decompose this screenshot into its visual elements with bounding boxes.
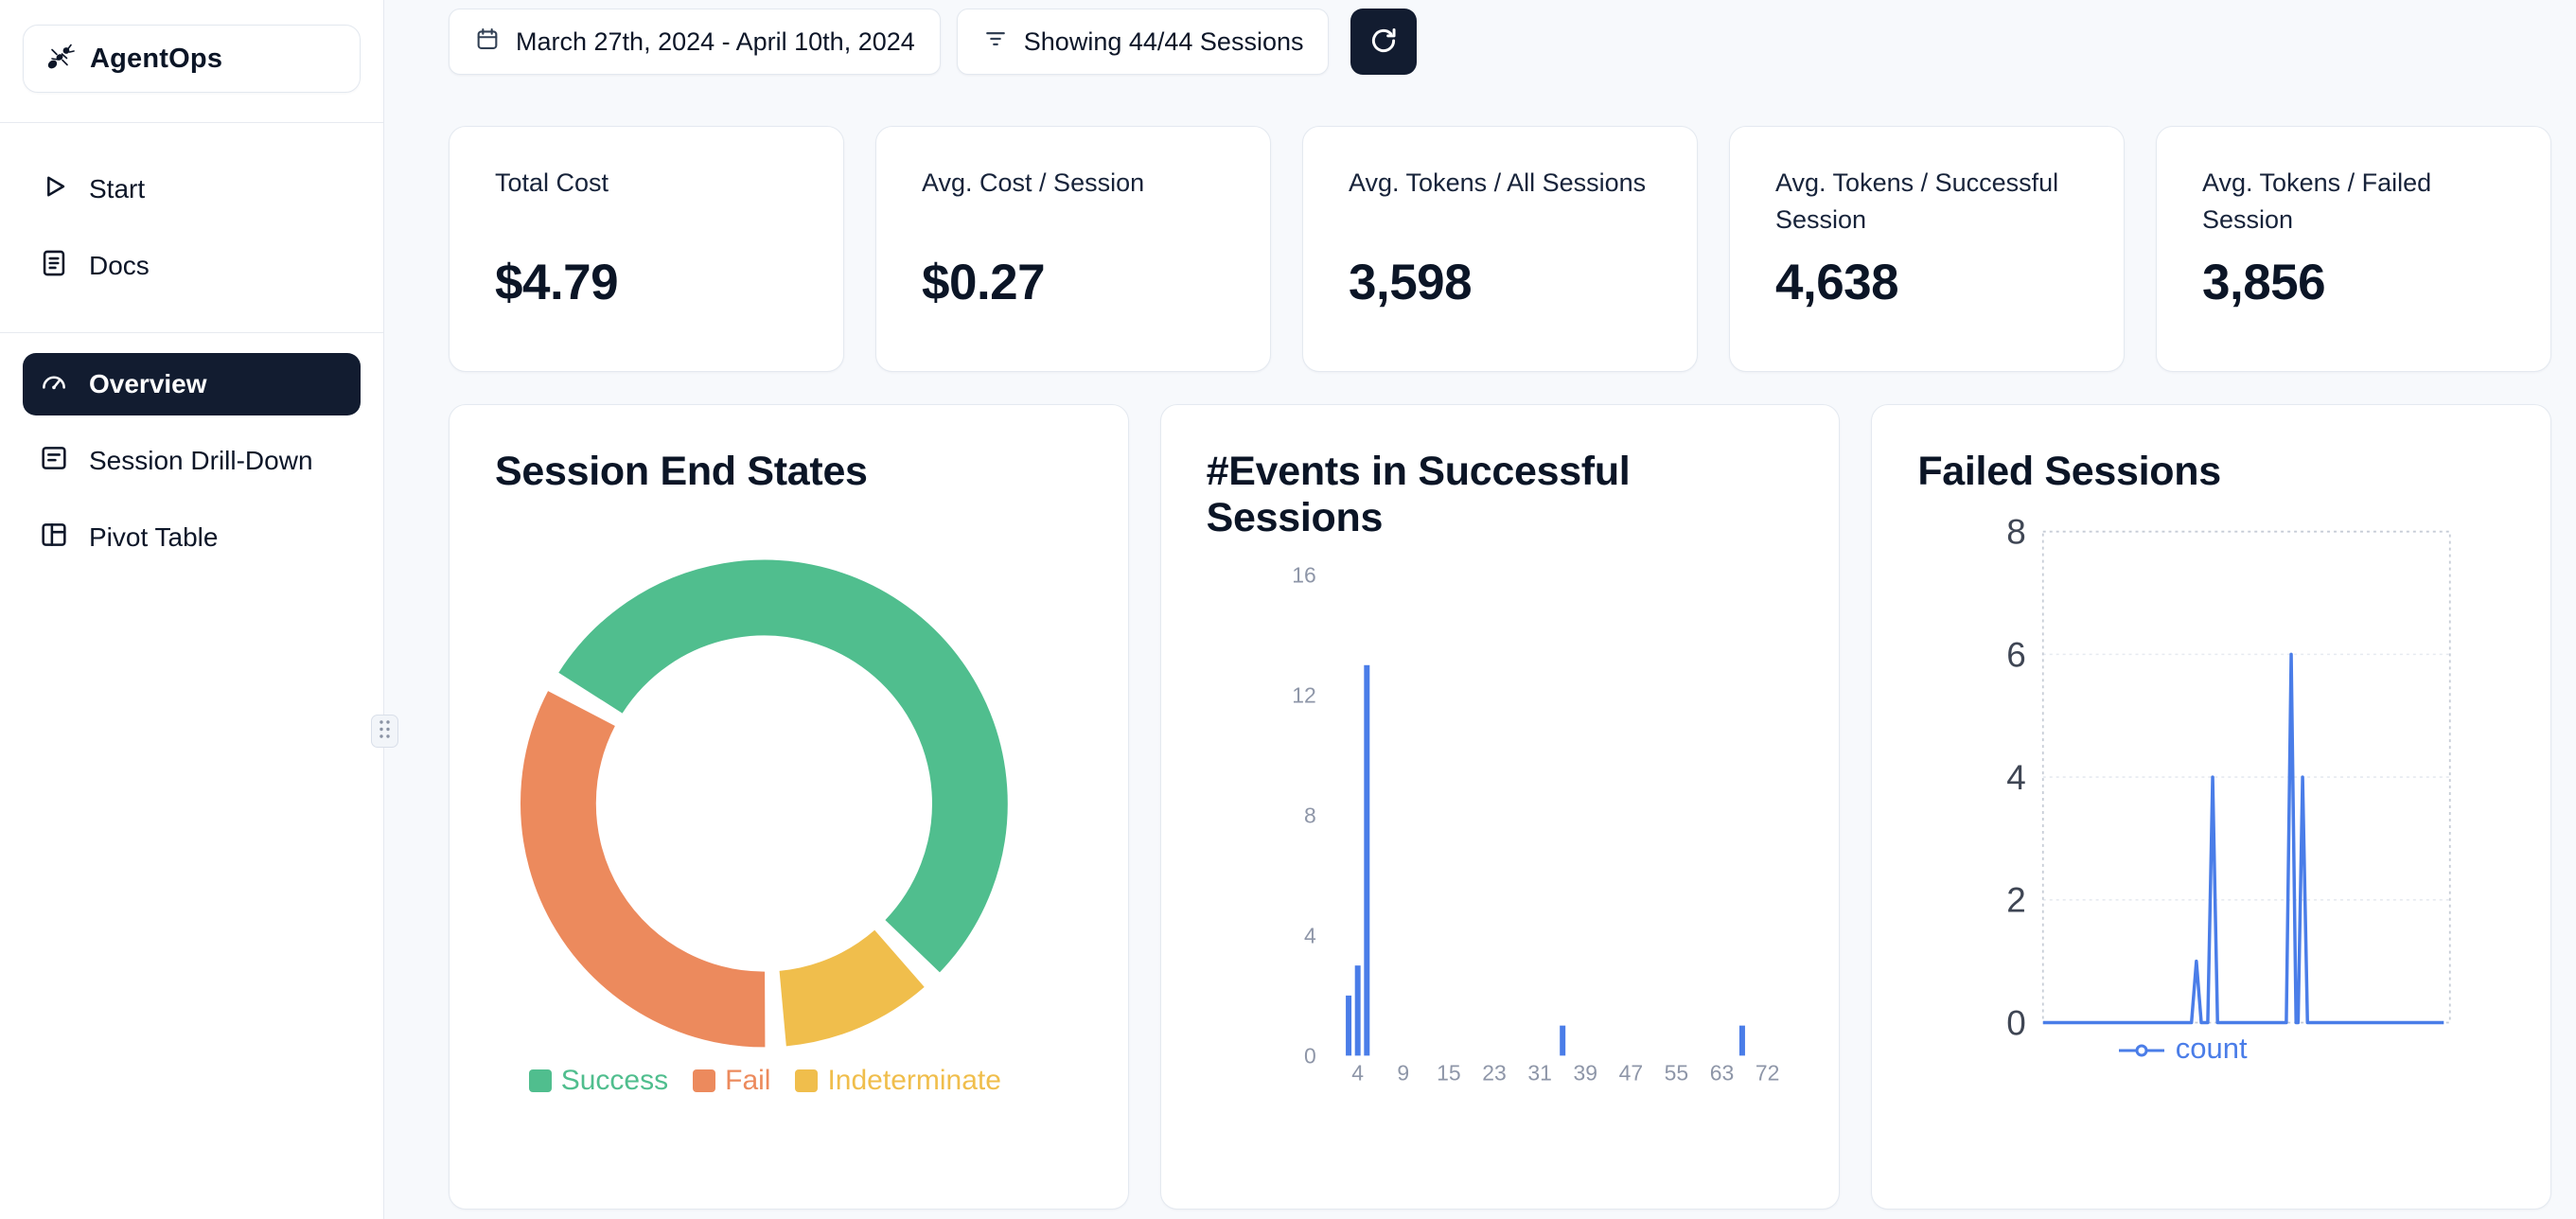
chart-title: Failed Sessions — [1917, 449, 2221, 494]
session-end-states-donut-chart[interactable] — [450, 405, 1128, 1209]
sidebar: AgentOps Start Docs Overview — [0, 0, 384, 1219]
svg-text:0: 0 — [2007, 1003, 2027, 1042]
svg-text:4: 4 — [1351, 1060, 1364, 1085]
stat-label: Avg. Tokens / Failed Session — [2202, 168, 2432, 235]
stat-card-avg-tokens-all: Avg. Tokens / All Sessions 3,598 — [1302, 126, 1698, 372]
svg-text:12: 12 — [1292, 683, 1316, 708]
refresh-icon — [1367, 25, 1400, 60]
svg-text:55: 55 — [1664, 1060, 1688, 1085]
svg-text:16: 16 — [1292, 563, 1316, 588]
stat-label: Avg. Tokens / All Sessions — [1349, 168, 1647, 197]
sidebar-resize-handle[interactable] — [371, 715, 398, 748]
svg-text:23: 23 — [1482, 1060, 1507, 1085]
stat-card-total-cost: Total Cost $4.79 — [449, 126, 844, 372]
svg-text:8: 8 — [2007, 513, 2027, 552]
date-range-label: March 27th, 2024 - April 10th, 2024 — [516, 26, 915, 56]
legend-item-indeterminate[interactable]: Indeterminate — [795, 1065, 1001, 1097]
stat-value: $0.27 — [922, 255, 1046, 310]
chart-title: #Events in Successful Sessions — [1206, 449, 1631, 541]
svg-text:31: 31 — [1527, 1060, 1552, 1085]
legend-swatch-indeterminate — [795, 1069, 819, 1092]
sidebar-divider-mid — [0, 332, 383, 333]
stat-label: Avg. Cost / Session — [922, 168, 1145, 197]
svg-text:72: 72 — [1756, 1060, 1780, 1085]
line-legend-label: count — [2175, 1032, 2248, 1065]
charts-row: Session End States Success Fail Indeterm… — [449, 404, 2551, 1210]
sidebar-divider-top — [0, 122, 383, 123]
legend-item-success[interactable]: Success — [528, 1065, 669, 1097]
stat-label: Avg. Tokens / Successful Session — [1775, 168, 2059, 235]
stat-value: 3,598 — [1349, 255, 1473, 310]
svg-text:6: 6 — [2007, 635, 2027, 674]
legend-label: Indeterminate — [827, 1065, 1001, 1096]
sidebar-item-docs[interactable]: Docs — [23, 235, 361, 297]
failed-sessions-line-chart[interactable]: 0 2 4 6 8 — [1872, 405, 2550, 1209]
sidebar-item-label: Start — [89, 174, 146, 203]
sidebar-item-label: Session Drill-Down — [89, 446, 313, 475]
play-icon — [38, 170, 70, 209]
sessions-filter-button[interactable]: Showing 44/44 Sessions — [956, 9, 1330, 75]
svg-text:47: 47 — [1618, 1060, 1643, 1085]
svg-text:0: 0 — [1304, 1043, 1316, 1068]
chart-title: Session End States — [495, 449, 868, 494]
gauge-icon — [38, 365, 70, 404]
chart-card-session-end-states: Session End States Success Fail Indeterm… — [449, 404, 1129, 1210]
table-columns-icon — [38, 519, 70, 557]
events-bar-chart[interactable]: 0 4 8 12 16 4 9 15 23 31 39 47 55 63 72 — [1161, 405, 1840, 1209]
sidebar-nav: Start Docs Overview Session Drill-Down — [0, 158, 383, 569]
stat-value: 3,856 — [2202, 255, 2326, 310]
list-panel-icon — [38, 442, 70, 481]
ant-logo-icon — [43, 40, 77, 79]
sidebar-item-label: Overview — [89, 369, 207, 398]
svg-text:39: 39 — [1573, 1060, 1597, 1085]
grip-dots-icon — [377, 718, 393, 745]
donut-legend: Success Fail Indeterminate — [450, 1065, 1104, 1097]
refresh-button[interactable] — [1350, 9, 1418, 75]
svg-text:8: 8 — [1304, 803, 1316, 827]
chart-card-failed-sessions: 0 2 4 6 8 Failed Sessions count — [1871, 404, 2551, 1210]
sidebar-item-label: Pivot Table — [89, 522, 219, 552]
stat-value: $4.79 — [495, 255, 619, 310]
brand-name: AgentOps — [90, 43, 223, 74]
chart-card-events-successful-sessions: 0 4 8 12 16 4 9 15 23 31 39 47 55 63 72 #Events in Suc… — [1159, 404, 1841, 1210]
svg-text:63: 63 — [1709, 1060, 1734, 1085]
toolbar: March 27th, 2024 - April 10th, 2024 Show… — [449, 9, 2551, 75]
brand-logo[interactable]: AgentOps — [23, 25, 361, 93]
svg-text:4: 4 — [1304, 923, 1316, 947]
sidebar-item-session-drill-down[interactable]: Session Drill-Down — [23, 430, 361, 492]
sessions-filter-label: Showing 44/44 Sessions — [1023, 26, 1304, 56]
line-chart-legend[interactable]: count — [1872, 1032, 2522, 1066]
main-content: March 27th, 2024 - April 10th, 2024 Show… — [384, 0, 2576, 1219]
legend-item-fail[interactable]: Fail — [693, 1065, 770, 1097]
legend-label: Fail — [725, 1065, 771, 1096]
svg-text:2: 2 — [2007, 881, 2027, 920]
svg-text:15: 15 — [1437, 1060, 1461, 1085]
sidebar-item-overview[interactable]: Overview — [23, 353, 361, 415]
sidebar-item-label: Docs — [89, 251, 150, 280]
date-range-button[interactable]: March 27th, 2024 - April 10th, 2024 — [449, 9, 941, 75]
legend-label: Success — [560, 1065, 669, 1096]
svg-text:9: 9 — [1397, 1060, 1409, 1085]
stats-row: Total Cost $4.79 Avg. Cost / Session $0.… — [449, 126, 2551, 372]
line-marker-icon — [2118, 1032, 2164, 1066]
stat-card-avg-tokens-successful: Avg. Tokens / Successful Session 4,638 — [1729, 126, 2125, 372]
stat-card-avg-tokens-failed: Avg. Tokens / Failed Session 3,856 — [2156, 126, 2551, 372]
legend-swatch-fail — [693, 1069, 716, 1092]
sidebar-item-pivot-table[interactable]: Pivot Table — [23, 506, 361, 569]
calendar-icon — [474, 26, 501, 59]
legend-swatch-success — [528, 1069, 552, 1092]
document-icon — [38, 247, 70, 286]
stat-value: 4,638 — [1775, 255, 1899, 310]
filter-icon — [982, 26, 1009, 59]
stat-card-avg-cost-session: Avg. Cost / Session $0.27 — [875, 126, 1271, 372]
stat-label: Total Cost — [495, 168, 609, 197]
sidebar-item-start[interactable]: Start — [23, 158, 361, 221]
svg-text:4: 4 — [2007, 758, 2027, 797]
